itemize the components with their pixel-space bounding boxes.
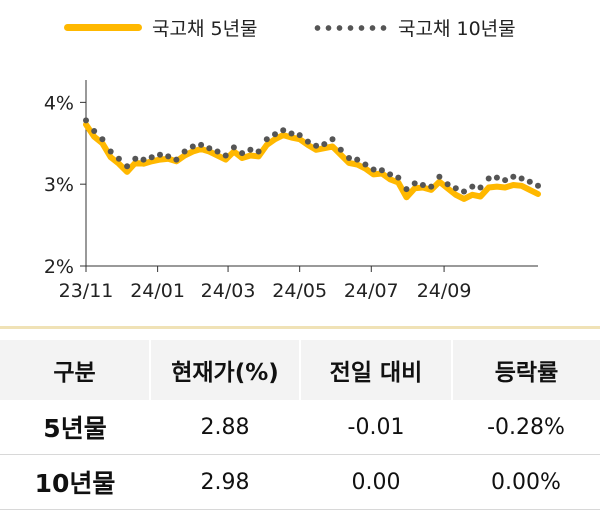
table-row: 10년물 2.98 0.00 0.00%	[0, 454, 600, 510]
row-label: 10년물	[0, 454, 150, 510]
series-10y-point	[296, 132, 303, 139]
series-10y-point	[403, 186, 410, 193]
series-10y-point	[461, 188, 467, 195]
y-tick-label: 2%	[44, 256, 74, 278]
series-10y-point	[395, 174, 402, 181]
series-10y-point	[387, 171, 394, 178]
cell-rate: 0.00%	[452, 454, 600, 510]
series-10y-point	[255, 148, 262, 155]
legend-label-5y: 국고채 5년물	[152, 18, 258, 40]
legend-label-10y: 국고채 10년물	[398, 18, 516, 40]
series-10y-point	[436, 173, 443, 180]
table-row: 5년물 2.88 -0.01 -0.28%	[0, 400, 600, 455]
series-10y-point	[91, 128, 98, 134]
series-10y-point	[304, 138, 311, 145]
series-10y-point	[132, 155, 139, 162]
y-tick-label: 3%	[44, 174, 74, 196]
series-5y-line	[83, 121, 541, 202]
series-10y-point	[354, 156, 361, 163]
chart-legend: 국고채 5년물 국고채 10년물	[0, 0, 600, 60]
row-label: 5년물	[0, 400, 150, 455]
series-10y-point	[411, 180, 418, 187]
series-10y-point	[378, 167, 385, 174]
series-10y-point	[263, 136, 270, 143]
header-category: 구분	[0, 340, 151, 400]
series-5y	[83, 121, 541, 202]
series-10y-point	[313, 142, 320, 149]
series-10y-point	[493, 174, 500, 181]
header-current: 현재가(%)	[150, 340, 301, 400]
series-10y-point	[198, 141, 205, 148]
series-10y-point	[477, 184, 484, 191]
series-10y-point	[329, 136, 336, 143]
series-10y-point	[370, 166, 377, 173]
y-tick-label: 4%	[44, 92, 74, 114]
legend-item-5y: 국고채 5년물	[64, 14, 258, 41]
bond-yield-chart: 2% 3% 4% 23/11 24/01 24/03 24/05 24/07 24/09	[44, 80, 541, 302]
cell-current: 2.88	[150, 400, 300, 455]
series-10y-point	[189, 143, 196, 150]
cell-current: 2.98	[150, 454, 300, 510]
cell-change: 0.00	[300, 454, 452, 510]
series-10y-point	[419, 182, 426, 188]
legend-item-10y: 국고채 10년물	[312, 14, 516, 41]
legend-swatch-5y	[64, 24, 142, 31]
chart-axes: 2% 3% 4% 23/11 24/01 24/03 24/05 24/07 24/09	[44, 80, 538, 302]
x-tick-label: 24/03	[201, 280, 256, 302]
series-10y-point	[83, 117, 89, 124]
series-10y-point	[346, 155, 352, 161]
series-10y-point	[444, 181, 451, 188]
series-10y-point	[280, 127, 287, 134]
table-top-rule	[0, 326, 600, 329]
series-10y-point	[362, 161, 369, 168]
series-10y-point	[518, 175, 525, 182]
series-10y-point	[535, 182, 541, 189]
x-tick-label: 24/09	[417, 280, 472, 302]
series-10y-point	[214, 148, 221, 155]
cell-change: -0.01	[300, 400, 452, 455]
x-tick-label: 24/01	[130, 280, 185, 302]
series-10y-point	[222, 152, 229, 159]
series-10y-point	[148, 154, 155, 161]
series-10y-point	[526, 178, 533, 185]
series-10y-point	[247, 146, 254, 153]
series-10y-point	[428, 183, 435, 190]
series-10y-point	[239, 150, 246, 157]
series-10y-point	[181, 148, 188, 155]
series-10y-point	[206, 145, 213, 152]
series-10y-point	[321, 141, 328, 148]
series-10y-point	[469, 183, 476, 190]
series-10y-point	[173, 156, 180, 163]
series-10y-point	[502, 177, 509, 184]
series-10y-point	[288, 130, 295, 137]
x-tick-label: 23/11	[59, 280, 114, 302]
cell-rate: -0.28%	[452, 400, 600, 455]
series-10y-point	[157, 151, 163, 158]
series-10y-point	[510, 173, 517, 180]
x-tick-label: 24/05	[272, 280, 327, 302]
x-tick-label: 24/07	[344, 280, 399, 302]
series-10y-point	[230, 144, 237, 151]
yield-table-section: 구분 현재가(%) 전일 대비 등락률 5년물 2.88 -0.01 -0.28…	[0, 326, 600, 510]
series-10y-point	[485, 175, 492, 182]
series-10y-point	[165, 153, 172, 160]
series-10y-point	[124, 163, 131, 170]
header-change: 전일 대비	[300, 340, 453, 400]
series-10y-point	[140, 156, 147, 163]
series-10y-point	[272, 131, 278, 138]
legend-swatch-10y	[312, 23, 388, 32]
header-rate: 등락률	[452, 340, 600, 400]
series-10y-point	[337, 146, 344, 153]
yield-table: 구분 현재가(%) 전일 대비 등락률 5년물 2.88 -0.01 -0.28…	[0, 340, 600, 510]
series-10y-point	[99, 136, 106, 143]
series-10y-point	[452, 185, 459, 192]
table-header-row: 구분 현재가(%) 전일 대비 등락률	[0, 340, 600, 400]
series-10y	[83, 117, 541, 195]
series-10y-point	[115, 155, 122, 162]
series-10y-point	[107, 148, 114, 155]
